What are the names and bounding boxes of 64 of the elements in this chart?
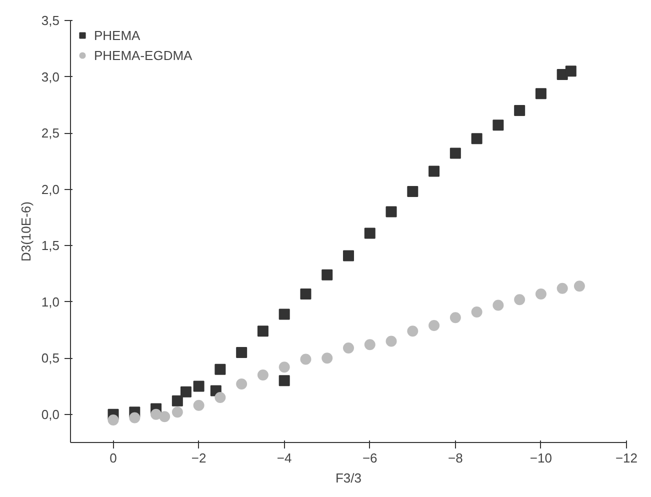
x-tick-label: −12: [615, 450, 638, 466]
point: [535, 88, 546, 100]
point: [471, 306, 482, 318]
point: [407, 186, 418, 198]
point: [300, 354, 312, 365]
point: [322, 269, 333, 280]
point: [492, 120, 504, 131]
x-tick-label: −6: [362, 450, 378, 466]
point: [322, 352, 333, 364]
point: [386, 336, 397, 347]
point: [193, 380, 204, 392]
point: [407, 326, 418, 337]
y-tick-label: 3,5: [41, 13, 60, 28]
point: [428, 320, 440, 331]
x-tick-label: −8: [448, 450, 463, 466]
point: [108, 414, 119, 426]
y-tick-label: 1,5: [41, 238, 60, 254]
x-tick-label: −10: [530, 450, 552, 466]
x-tick-label: 0: [110, 450, 117, 466]
y-axis-title: D3(10E-6): [18, 202, 34, 262]
x-tick-label: −2: [191, 450, 206, 466]
point: [193, 400, 204, 411]
point: [450, 312, 461, 324]
y-tick-label: 0,0: [41, 406, 60, 422]
point: [514, 105, 526, 116]
point: [535, 288, 546, 300]
point: [172, 406, 183, 418]
point: [172, 395, 183, 406]
point: [364, 339, 376, 350]
x-axis-title: F3/3: [335, 470, 362, 486]
legend-label: PHEMA: [94, 28, 140, 42]
x-tick-label: −4: [276, 450, 292, 466]
y-tick-label: 3,0: [41, 69, 60, 84]
point: [386, 206, 397, 218]
point: [278, 362, 290, 373]
point: [180, 386, 192, 398]
point: [214, 392, 226, 403]
point: [471, 133, 482, 144]
legend-label: PHEMA-EGDMA: [94, 48, 192, 62]
point: [574, 280, 585, 292]
y-tick-label: 0,5: [41, 350, 60, 366]
point: [236, 346, 248, 358]
point: [257, 326, 268, 337]
point: [129, 412, 140, 424]
point: [556, 282, 568, 294]
point: [565, 66, 576, 77]
point: [278, 308, 290, 320]
point: [300, 288, 312, 300]
point: [159, 411, 170, 422]
point: [214, 364, 226, 375]
point: [364, 228, 376, 239]
point: [514, 294, 526, 306]
y-tick-label: 1,0: [41, 294, 60, 310]
point: [236, 378, 248, 390]
point: [343, 250, 354, 262]
point: [257, 369, 268, 380]
y-tick-label: 2,0: [41, 182, 60, 197]
point: [278, 375, 290, 386]
y-tick-label: 2,5: [41, 126, 60, 141]
point: [428, 166, 440, 177]
point: [492, 300, 504, 311]
point: [450, 148, 461, 159]
point: [150, 408, 162, 420]
point: [343, 342, 354, 354]
